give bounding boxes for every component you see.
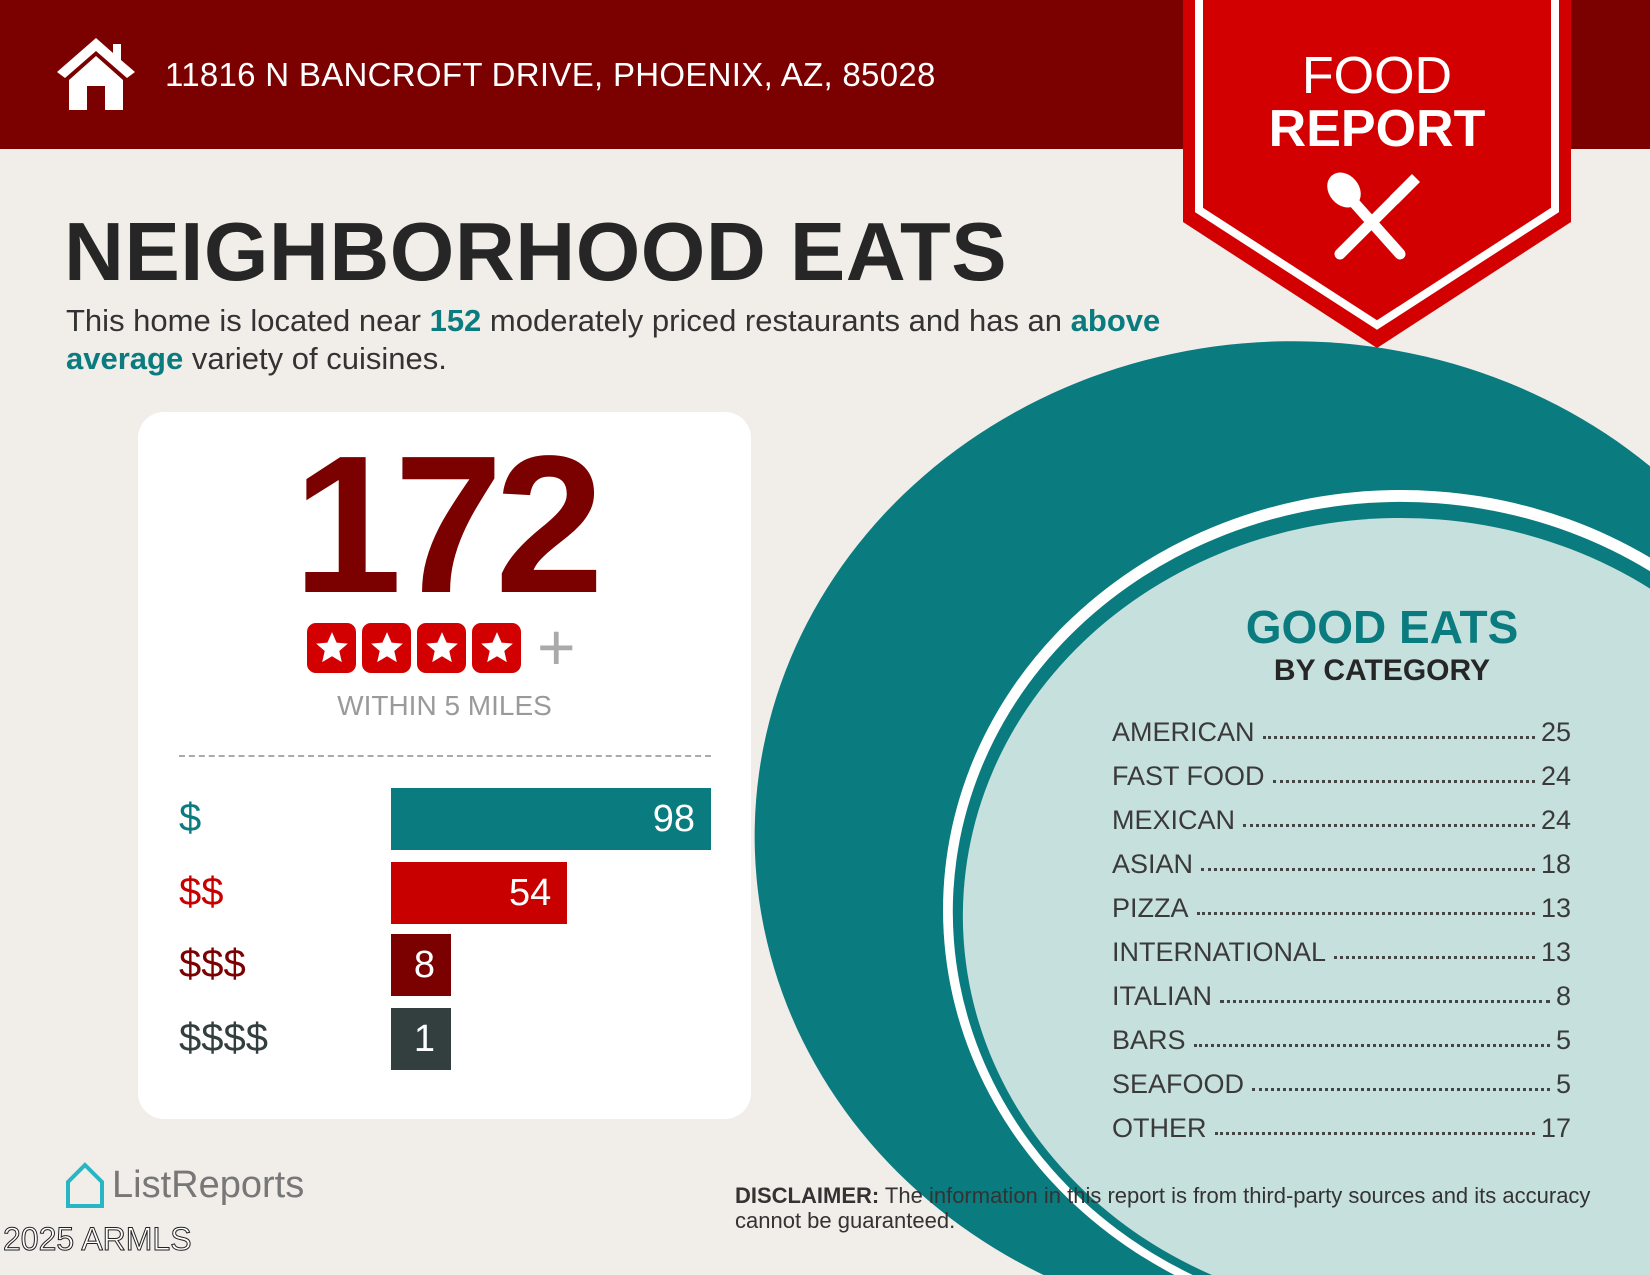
price-level-bar: 8 [391,934,451,996]
dot-leader [1334,955,1535,959]
category-count: 25 [1540,716,1571,747]
category-row: PIZZA 13 [1112,886,1571,930]
category-count: 18 [1540,848,1571,879]
category-count: 17 [1540,1112,1571,1143]
price-level-value: 54 [509,872,552,914]
dot-leader [1272,779,1535,783]
category-row: MEXICAN 24 [1112,798,1571,842]
price-level-label: $$$$ [179,1016,268,1060]
category-label: INTERNATIONAL [1112,936,1327,967]
page-title: NEIGHBORHOOD EATS [64,205,1008,298]
property-address: 11816 N BANCROFT DRIVE, PHOENIX, AZ, 850… [165,56,936,93]
copyright: 2025 ARMLS [3,1221,193,1258]
dot-leader [1262,735,1535,739]
listreports-logo-icon [66,1162,104,1208]
category-count: 13 [1540,892,1571,923]
restaurant-count: 152 [429,303,482,338]
category-row: INTERNATIONAL 13 [1112,930,1571,974]
category-label: SEAFOOD [1112,1068,1245,1099]
category-label: OTHER [1112,1112,1207,1143]
category-label: AMERICAN [1112,716,1255,747]
within-label: WITHIN 5 MILES [337,690,552,721]
price-level-label: $$$ [179,942,246,986]
category-count: 13 [1540,936,1571,967]
disclaimer: DISCLAIMER: The information in this repo… [735,1183,1595,1233]
dot-leader [1252,1087,1550,1091]
price-level-label: $ [179,796,202,840]
home-icon [57,38,135,110]
category-row: ASIAN 18 [1112,842,1571,886]
category-label: ASIAN [1112,848,1194,879]
category-count: 5 [1555,1068,1571,1099]
summary-card [138,412,751,1119]
star-icon [362,623,411,673]
category-row: BARS 5 [1112,1018,1571,1062]
category-label: FAST FOOD [1112,760,1265,791]
summary-sentence: This home is located near 152 moderately… [66,302,1166,378]
spoon-fork-icon [1327,172,1420,260]
category-row: AMERICAN 25 [1112,710,1571,754]
variety-rating: above average [66,303,1161,376]
plate-center [962,517,1650,1275]
categories-title: GOOD EATS [1245,601,1519,653]
categories-subtitle: BY CATEGORY [1273,654,1491,687]
category-label: BARS [1112,1024,1186,1055]
category-label: PIZZA [1112,892,1189,923]
plus-sign: + [537,610,576,684]
category-label: MEXICAN [1112,804,1236,835]
category-count: 24 [1540,760,1571,791]
disclaimer-text: The information in this report is from t… [735,1183,1591,1233]
price-level-bar: 98 [391,788,711,850]
price-level-value: 1 [413,1018,435,1060]
dot-leader [1201,867,1535,871]
text: moderately priced restaurants and has an [481,303,1071,338]
text: This home is located near [66,303,430,338]
dot-leader [1214,1131,1535,1135]
banner-line2: REPORT [1268,100,1486,158]
listreports-logo: ListReports [112,1164,305,1206]
price-level-value: 8 [413,944,435,986]
category-row: SEAFOOD 5 [1112,1062,1571,1106]
star-rating [307,623,521,673]
category-count: 24 [1540,804,1571,835]
category-count: 5 [1555,1024,1571,1055]
star-icon [307,623,356,673]
dot-leader [1193,1043,1550,1047]
category-row: OTHER 17 [1112,1106,1571,1150]
category-label: ITALIAN [1112,980,1213,1011]
food-report-banner [1183,0,1571,348]
dot-leader [1196,911,1535,915]
price-level-bar: 1 [391,1008,451,1070]
price-level-bar: 54 [391,862,568,924]
dot-leader [1220,999,1550,1003]
star-icon [417,623,466,673]
price-level-value: 98 [652,798,695,840]
star-icon [472,623,521,673]
category-row: ITALIAN 8 [1112,974,1571,1018]
dot-leader [1243,823,1535,827]
category-count: 8 [1555,980,1571,1011]
disclaimer-label: DISCLAIMER: [735,1183,880,1208]
divider [179,755,711,757]
total-restaurants: 172 [292,415,604,634]
price-level-label: $$ [179,870,224,914]
text: variety of cuisines. [183,341,447,376]
category-row: FAST FOOD 24 [1112,754,1571,798]
banner-line1: FOOD [1301,47,1453,105]
